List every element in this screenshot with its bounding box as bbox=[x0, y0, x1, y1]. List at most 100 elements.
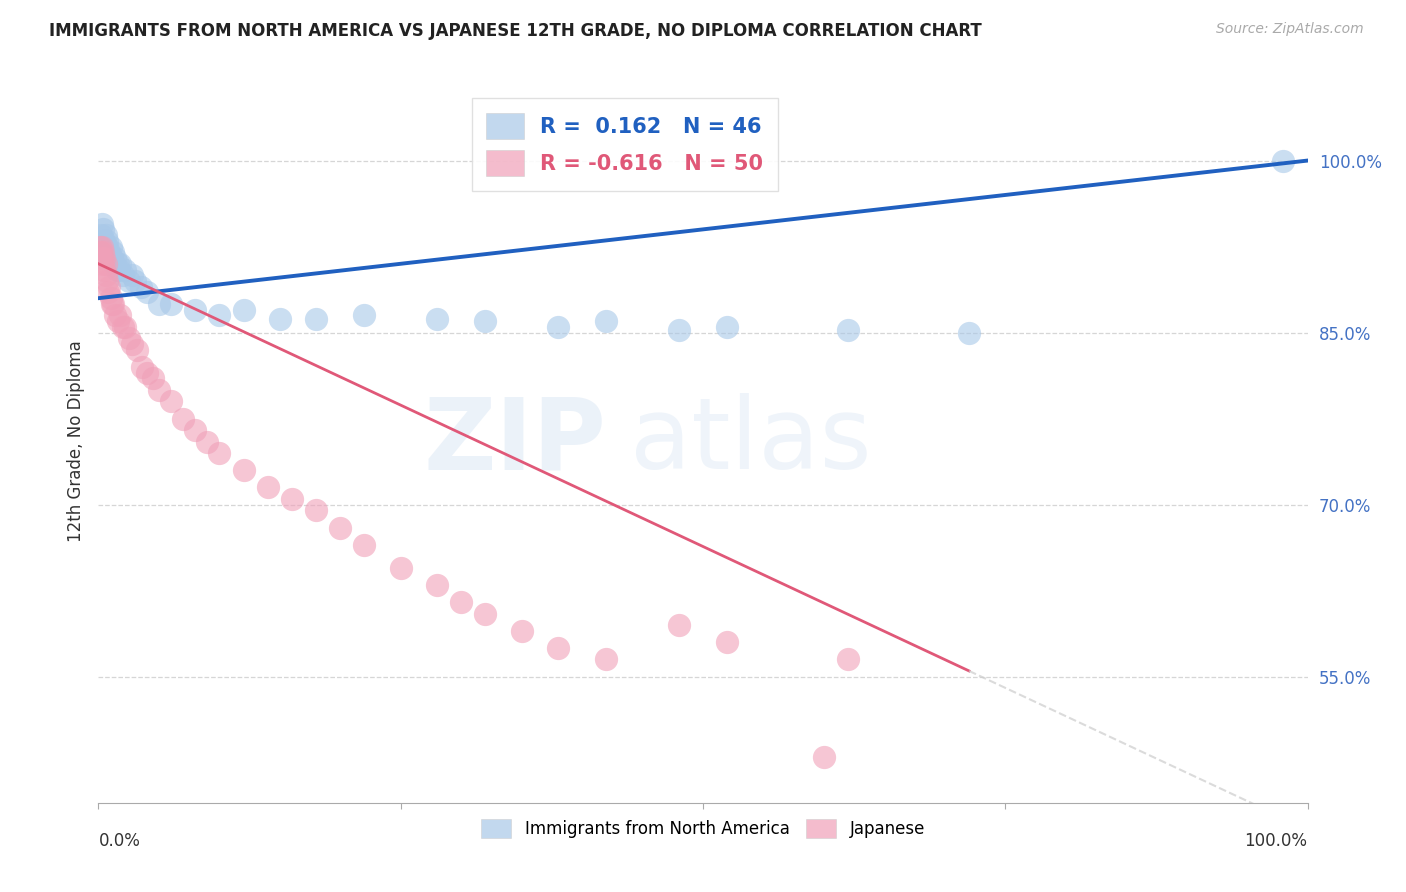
Point bbox=[90, 245, 112, 260]
Text: 0.0%: 0.0% bbox=[98, 831, 141, 850]
Point bbox=[426, 311, 449, 326]
Point bbox=[547, 640, 569, 655]
Point bbox=[91, 245, 114, 260]
Point bbox=[595, 314, 617, 328]
Point bbox=[813, 750, 835, 764]
Point bbox=[93, 262, 115, 277]
Text: IMMIGRANTS FROM NORTH AMERICA VS JAPANESE 12TH GRADE, NO DIPLOMA CORRELATION CHA: IMMIGRANTS FROM NORTH AMERICA VS JAPANES… bbox=[49, 22, 981, 40]
Point bbox=[716, 635, 738, 649]
Point bbox=[305, 503, 328, 517]
Point bbox=[91, 257, 114, 271]
Point bbox=[91, 239, 114, 253]
Point bbox=[111, 268, 134, 283]
Point bbox=[104, 251, 127, 265]
Point bbox=[305, 311, 328, 326]
Point bbox=[90, 228, 112, 243]
Point bbox=[96, 239, 118, 253]
Point bbox=[100, 251, 122, 265]
Point bbox=[96, 274, 118, 288]
Point bbox=[103, 257, 125, 271]
Point bbox=[91, 239, 114, 253]
Y-axis label: 12th Grade, No Diploma: 12th Grade, No Diploma bbox=[66, 341, 84, 542]
Point bbox=[94, 257, 117, 271]
Point bbox=[232, 463, 254, 477]
Point bbox=[94, 268, 117, 283]
Point bbox=[97, 251, 120, 265]
Point bbox=[595, 652, 617, 666]
Point bbox=[118, 274, 141, 288]
Point bbox=[98, 279, 121, 293]
Point bbox=[105, 262, 128, 277]
Point bbox=[97, 285, 120, 300]
Point bbox=[118, 331, 141, 345]
Point bbox=[100, 239, 122, 253]
Point bbox=[474, 607, 496, 621]
Point bbox=[94, 245, 117, 260]
Point bbox=[93, 234, 115, 248]
Point bbox=[100, 291, 122, 305]
Point bbox=[184, 423, 207, 437]
Point bbox=[281, 491, 304, 506]
Point bbox=[135, 366, 157, 380]
Point bbox=[93, 251, 115, 265]
Point bbox=[142, 371, 165, 385]
Point bbox=[121, 268, 143, 283]
Point bbox=[837, 652, 859, 666]
Text: Source: ZipAtlas.com: Source: ZipAtlas.com bbox=[1216, 22, 1364, 37]
Point bbox=[108, 257, 131, 271]
Point bbox=[96, 234, 118, 248]
Text: 100.0%: 100.0% bbox=[1244, 831, 1308, 850]
Point bbox=[91, 222, 114, 236]
Point bbox=[100, 297, 122, 311]
Point bbox=[547, 319, 569, 334]
Point bbox=[101, 297, 124, 311]
Point bbox=[450, 595, 472, 609]
Point bbox=[148, 297, 170, 311]
Point bbox=[232, 302, 254, 317]
Point bbox=[121, 337, 143, 351]
Point bbox=[510, 624, 533, 638]
Point bbox=[668, 618, 690, 632]
Point bbox=[114, 262, 136, 277]
Point bbox=[101, 245, 124, 260]
Point bbox=[135, 285, 157, 300]
Point bbox=[111, 319, 134, 334]
Point bbox=[256, 480, 278, 494]
Point bbox=[124, 274, 146, 288]
Point bbox=[129, 279, 152, 293]
Text: ZIP: ZIP bbox=[423, 393, 606, 490]
Point bbox=[269, 311, 291, 326]
Point bbox=[668, 323, 690, 337]
Point bbox=[426, 578, 449, 592]
Point bbox=[353, 538, 375, 552]
Point bbox=[208, 446, 231, 460]
Point bbox=[353, 309, 375, 323]
Point bbox=[91, 217, 114, 231]
Point bbox=[716, 319, 738, 334]
Point bbox=[184, 302, 207, 317]
Point bbox=[91, 251, 114, 265]
Point bbox=[195, 434, 218, 449]
Point bbox=[389, 560, 412, 574]
Point bbox=[93, 239, 115, 253]
Point bbox=[1272, 153, 1295, 168]
Legend: Immigrants from North America, Japanese: Immigrants from North America, Japanese bbox=[475, 813, 931, 845]
Point bbox=[208, 309, 231, 323]
Point bbox=[108, 309, 131, 323]
Point bbox=[131, 359, 153, 374]
Point bbox=[107, 314, 129, 328]
Point bbox=[94, 228, 117, 243]
Point bbox=[89, 239, 111, 253]
Point bbox=[172, 411, 194, 425]
Point bbox=[108, 262, 131, 277]
Point bbox=[837, 323, 859, 337]
Point bbox=[474, 314, 496, 328]
Point bbox=[127, 343, 149, 357]
Point bbox=[329, 520, 352, 534]
Point bbox=[91, 234, 114, 248]
Point bbox=[98, 245, 121, 260]
Point bbox=[148, 383, 170, 397]
Point bbox=[160, 394, 183, 409]
Point bbox=[114, 319, 136, 334]
Point bbox=[957, 326, 980, 340]
